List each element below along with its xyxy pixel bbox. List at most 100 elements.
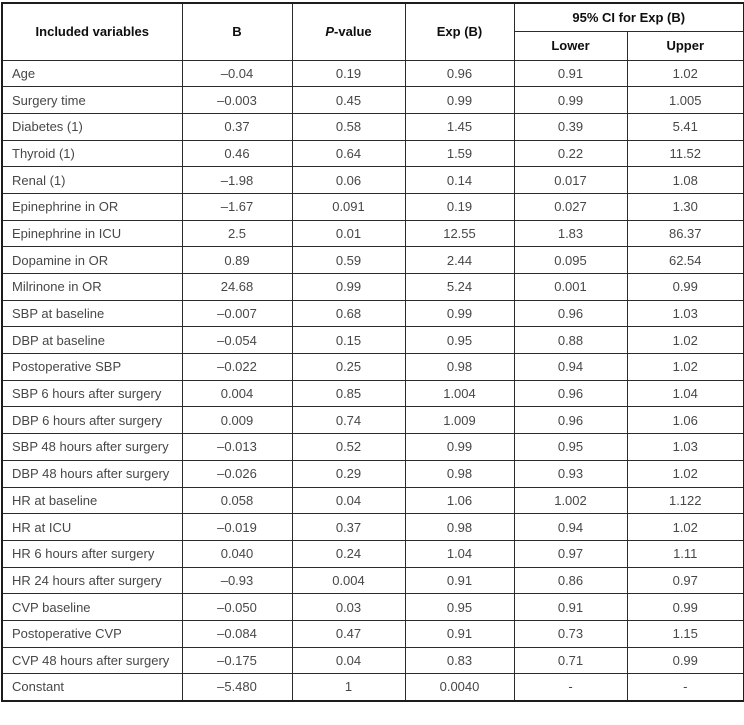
table-body: Age –0.04 0.19 0.96 0.91 1.02 Surgery ti… bbox=[1, 59, 744, 701]
variable-name-cell: CVP baseline bbox=[1, 593, 183, 621]
exp-b-cell: 0.96 bbox=[404, 59, 515, 88]
ci-upper-cell: 1.08 bbox=[626, 166, 744, 194]
b-value-cell: 2.5 bbox=[181, 219, 293, 248]
ci-upper-cell: 1.03 bbox=[626, 299, 744, 328]
b-value-cell: –0.022 bbox=[181, 353, 293, 381]
ci-upper-cell: 0.99 bbox=[626, 273, 744, 301]
ci-upper-cell: 1.02 bbox=[626, 459, 744, 488]
p-value-cell: 0.03 bbox=[291, 593, 406, 621]
ci-lower-cell: 0.91 bbox=[513, 59, 628, 88]
table-row: Thyroid (1) 0.46 0.64 1.59 0.22 11.52 bbox=[1, 139, 744, 168]
table-row: Surgery time –0.003 0.45 0.99 0.99 1.005 bbox=[1, 86, 744, 114]
variable-name-cell: Constant bbox=[1, 673, 183, 701]
exp-b-cell: 12.55 bbox=[404, 219, 515, 248]
table-row: Epinephrine in OR –1.67 0.091 0.19 0.027… bbox=[1, 192, 744, 221]
ci-upper-cell: 0.99 bbox=[626, 646, 744, 675]
table-row: DBP 48 hours after surgery –0.026 0.29 0… bbox=[1, 459, 744, 488]
ci-lower-cell: 0.96 bbox=[513, 299, 628, 328]
p-value-cell: 0.25 bbox=[291, 353, 406, 381]
variable-name-cell: Diabetes (1) bbox=[1, 112, 183, 141]
p-value-cell: 0.85 bbox=[291, 379, 406, 408]
table-row: Dopamine in OR 0.89 0.59 2.44 0.095 62.5… bbox=[1, 246, 744, 274]
b-value-cell: –0.04 bbox=[181, 59, 293, 88]
header-b: B bbox=[181, 2, 293, 61]
table-row: HR 24 hours after surgery –0.93 0.004 0.… bbox=[1, 566, 744, 595]
ci-lower-cell: 0.017 bbox=[513, 166, 628, 194]
variable-name-cell: Thyroid (1) bbox=[1, 139, 183, 168]
p-value-cell: 0.58 bbox=[291, 112, 406, 141]
b-value-cell: –0.013 bbox=[181, 433, 293, 461]
exp-b-cell: 0.83 bbox=[404, 646, 515, 675]
p-value-cell: 1 bbox=[291, 673, 406, 701]
ci-upper-cell: - bbox=[626, 673, 744, 701]
variable-name-cell: Dopamine in OR bbox=[1, 246, 183, 274]
table-row: HR 6 hours after surgery 0.040 0.24 1.04… bbox=[1, 539, 744, 568]
variable-name-cell: Milrinone in OR bbox=[1, 273, 183, 301]
variable-name-cell: HR at ICU bbox=[1, 513, 183, 541]
ci-lower-cell: 0.095 bbox=[513, 246, 628, 274]
ci-upper-cell: 1.30 bbox=[626, 192, 744, 221]
variable-name-cell: SBP 6 hours after surgery bbox=[1, 379, 183, 408]
ci-upper-cell: 1.15 bbox=[626, 619, 744, 648]
table-row: SBP 6 hours after surgery 0.004 0.85 1.0… bbox=[1, 379, 744, 408]
variable-name-cell: Age bbox=[1, 59, 183, 88]
p-value-cell: 0.15 bbox=[291, 326, 406, 355]
ci-lower-cell: 0.001 bbox=[513, 273, 628, 301]
b-value-cell: –0.084 bbox=[181, 619, 293, 648]
variable-name-cell: HR 6 hours after surgery bbox=[1, 539, 183, 568]
table-row: Milrinone in OR 24.68 0.99 5.24 0.001 0.… bbox=[1, 273, 744, 301]
exp-b-cell: 0.99 bbox=[404, 86, 515, 114]
exp-b-cell: 1.45 bbox=[404, 112, 515, 141]
ci-lower-cell: 0.93 bbox=[513, 459, 628, 488]
exp-b-cell: 0.98 bbox=[404, 353, 515, 381]
b-value-cell: –0.019 bbox=[181, 513, 293, 541]
ci-upper-cell: 1.06 bbox=[626, 406, 744, 435]
header-p-rest: -value bbox=[334, 24, 372, 40]
table-row: Age –0.04 0.19 0.96 0.91 1.02 bbox=[1, 59, 744, 88]
ci-lower-cell: 1.002 bbox=[513, 486, 628, 515]
ci-lower-cell: 0.86 bbox=[513, 566, 628, 595]
exp-b-cell: 0.91 bbox=[404, 566, 515, 595]
ci-upper-cell: 1.03 bbox=[626, 433, 744, 461]
header-exp-b: Exp (B) bbox=[404, 2, 515, 61]
exp-b-cell: 0.95 bbox=[404, 326, 515, 355]
p-value-cell: 0.47 bbox=[291, 619, 406, 648]
exp-b-cell: 1.004 bbox=[404, 379, 515, 408]
ci-upper-cell: 1.02 bbox=[626, 513, 744, 541]
variable-name-cell: Surgery time bbox=[1, 86, 183, 114]
exp-b-cell: 2.44 bbox=[404, 246, 515, 274]
exp-b-cell: 0.19 bbox=[404, 192, 515, 221]
exp-b-cell: 0.91 bbox=[404, 619, 515, 648]
ci-upper-cell: 1.02 bbox=[626, 326, 744, 355]
header-ci-upper: Upper bbox=[626, 31, 744, 61]
p-value-cell: 0.45 bbox=[291, 86, 406, 114]
exp-b-cell: 5.24 bbox=[404, 273, 515, 301]
p-value-cell: 0.59 bbox=[291, 246, 406, 274]
ci-lower-cell: 0.95 bbox=[513, 433, 628, 461]
p-value-cell: 0.74 bbox=[291, 406, 406, 435]
ci-upper-cell: 11.52 bbox=[626, 139, 744, 168]
p-value-cell: 0.99 bbox=[291, 273, 406, 301]
ci-upper-cell: 1.11 bbox=[626, 539, 744, 568]
b-value-cell: –0.007 bbox=[181, 299, 293, 328]
ci-lower-cell: 0.88 bbox=[513, 326, 628, 355]
variable-name-cell: SBP at baseline bbox=[1, 299, 183, 328]
header-ci-lower: Lower bbox=[513, 31, 628, 61]
b-value-cell: –0.026 bbox=[181, 459, 293, 488]
p-value-cell: 0.04 bbox=[291, 646, 406, 675]
table-row: CVP 48 hours after surgery –0.175 0.04 0… bbox=[1, 646, 744, 675]
exp-b-cell: 1.009 bbox=[404, 406, 515, 435]
ci-lower-cell: 0.96 bbox=[513, 379, 628, 408]
ci-lower-cell: 0.94 bbox=[513, 353, 628, 381]
ci-lower-cell: 0.39 bbox=[513, 112, 628, 141]
b-value-cell: 0.004 bbox=[181, 379, 293, 408]
p-value-cell: 0.01 bbox=[291, 219, 406, 248]
p-value-cell: 0.06 bbox=[291, 166, 406, 194]
exp-b-cell: 1.59 bbox=[404, 139, 515, 168]
table-row: HR at baseline 0.058 0.04 1.06 1.002 1.1… bbox=[1, 486, 744, 515]
variable-name-cell: SBP 48 hours after surgery bbox=[1, 433, 183, 461]
b-value-cell: 0.040 bbox=[181, 539, 293, 568]
variable-name-cell: Epinephrine in ICU bbox=[1, 219, 183, 248]
header-row-top: Included variables B P-value Exp (B) 95%… bbox=[1, 2, 744, 61]
